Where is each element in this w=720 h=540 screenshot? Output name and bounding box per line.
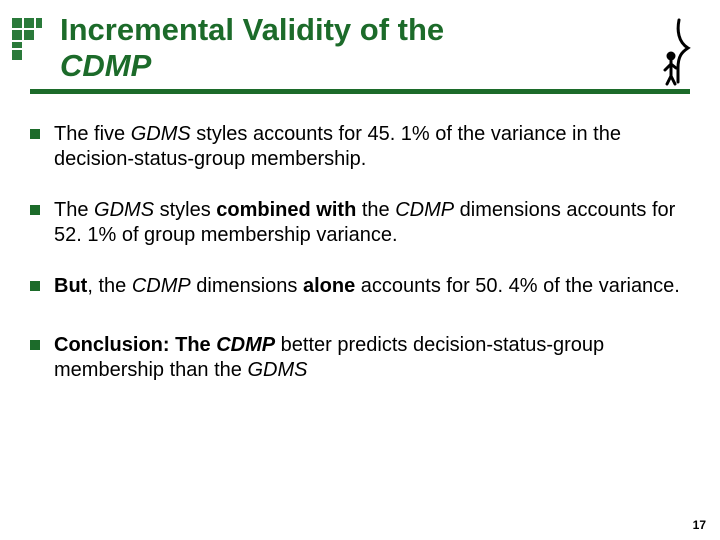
bullet-text: The GDMS styles combined with the CDMP d… [54,198,690,248]
title-underline [30,89,690,94]
bullet-text: The five GDMS styles accounts for 45. 1%… [54,122,690,172]
bullet-square-icon [30,340,40,350]
title-line1: Incremental Validity of the [60,12,444,47]
page-number: 17 [693,518,706,532]
corner-squares-icon [12,18,56,62]
bullet-item: The GDMS styles combined with the CDMP d… [30,198,690,248]
bullet-text: Conclusion: The CDMP better predicts dec… [54,333,690,383]
bullet-square-icon [30,129,40,139]
bullet-item: The five GDMS styles accounts for 45. 1%… [30,122,690,172]
bullet-text: But, the CDMP dimensions alone accounts … [54,274,680,299]
bullet-list: The five GDMS styles accounts for 45. 1%… [30,122,690,383]
slide: Incremental Validity of the CDMP The fiv… [0,0,720,540]
header: Incremental Validity of the CDMP [30,12,690,94]
logo-icon [662,16,696,86]
bullet-item: Conclusion: The CDMP better predicts dec… [30,333,690,383]
bullet-square-icon [30,281,40,291]
slide-title: Incremental Validity of the CDMP [60,12,690,83]
bullet-square-icon [30,205,40,215]
bullet-item: But, the CDMP dimensions alone accounts … [30,274,690,299]
title-line2: CDMP [60,48,151,83]
